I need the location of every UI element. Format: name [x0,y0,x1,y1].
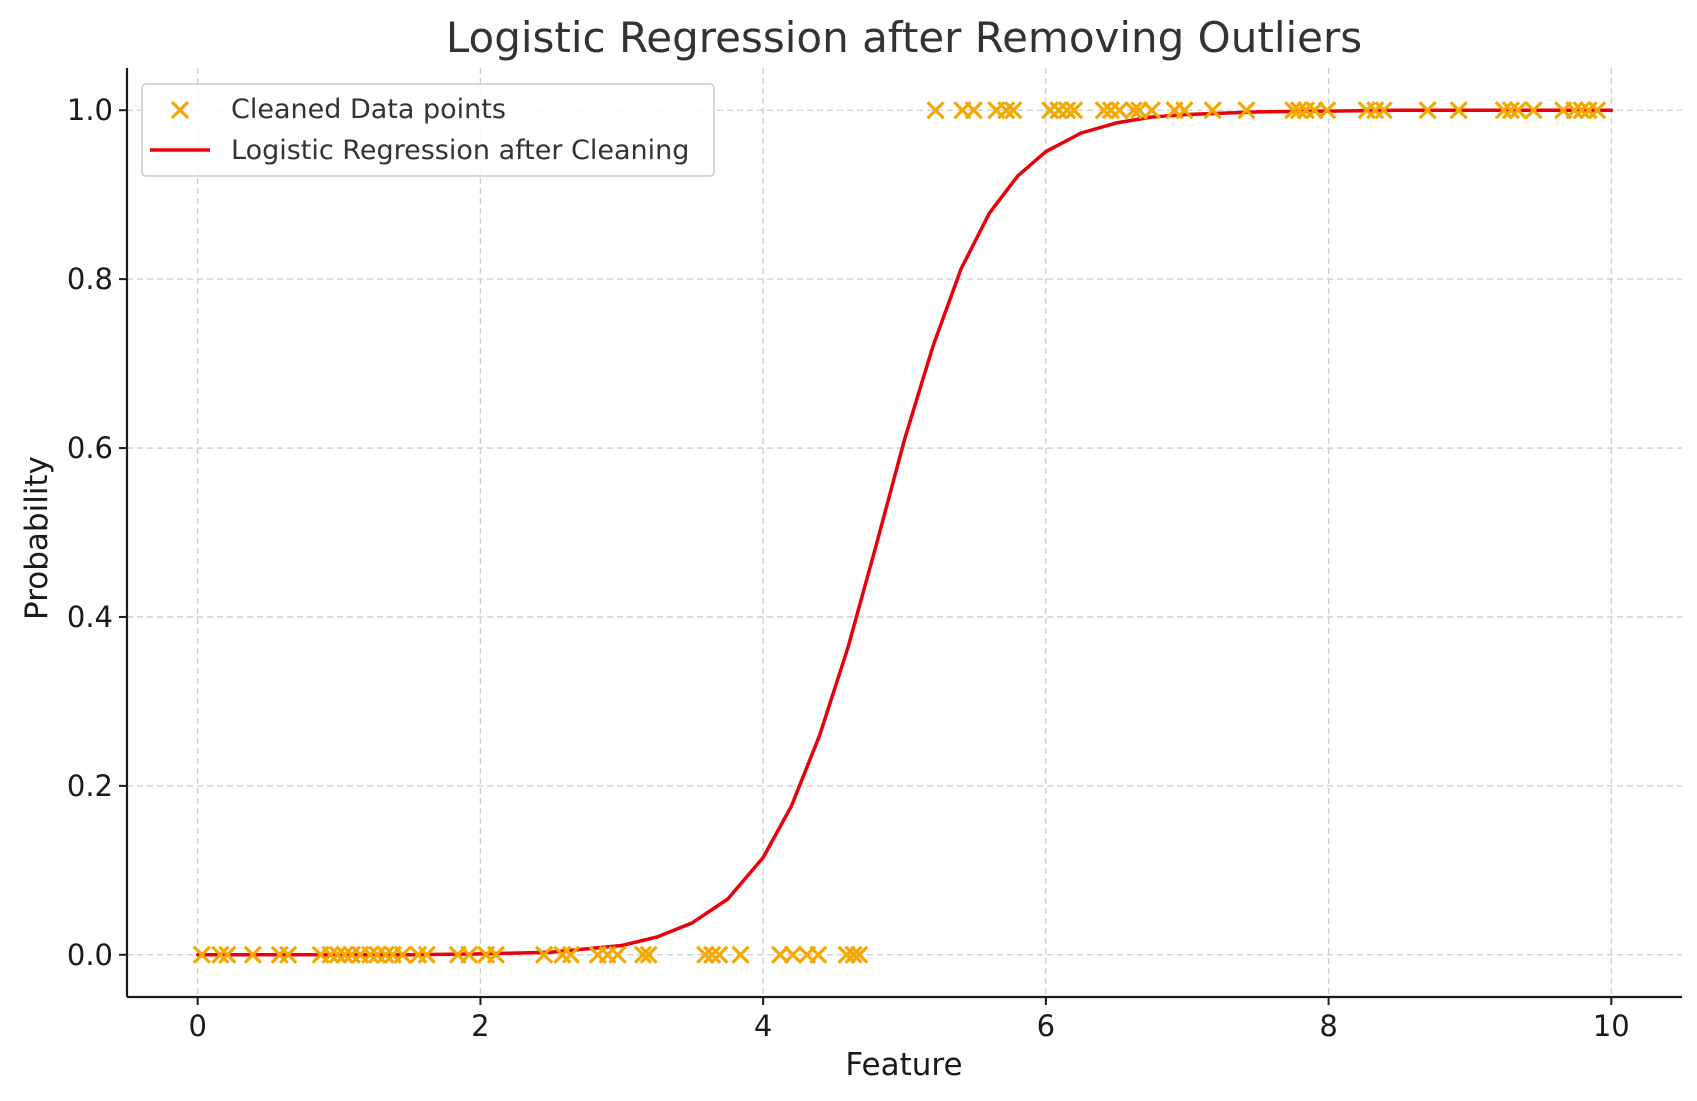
data-point-marker [211,945,230,964]
y-tick-label: 0.6 [67,431,113,465]
data-point-marker [1057,101,1077,120]
data-point-marker [783,945,802,964]
x-tick-label: 8 [1319,1009,1337,1043]
data-point-marker [243,945,262,964]
legend: Cleaned Data points Logistic Regression … [141,83,715,177]
data-point-marker [1588,101,1607,120]
legend-x-marker [170,100,190,120]
data-point-marker [850,945,869,964]
y-tick-label: 0.8 [67,262,113,296]
data-point-marker [1094,101,1113,120]
data-point-marker [731,945,750,964]
data-point-marker [633,945,653,964]
data-point-marker [1065,101,1084,120]
data-point-marker [393,945,412,964]
axis-ticks: 0 2 4 6 8 10 0.0 0.2 0.4 0.6 0.8 1.0 [67,93,1630,1043]
data-point-marker [1508,101,1528,120]
y-tick-label: 0.4 [67,600,113,634]
data-point-marker [561,945,581,964]
data-point-marker [710,945,729,964]
data-point-marker [1524,101,1543,120]
data-point-marker [926,101,945,120]
data-point-marker [703,945,722,964]
data-point-marker [1142,101,1162,120]
grid-lines [127,68,1682,997]
y-tick-label: 1.0 [67,93,113,127]
data-point-marker [534,945,554,964]
data-point-marker [844,945,863,964]
legend-box [141,83,715,177]
x-tick-label: 6 [1037,1009,1055,1043]
legend-label-scatter: Cleaned Data points [231,94,506,125]
legend-scatter-marker [170,100,190,120]
data-point-marker [1572,101,1591,120]
data-point-marker [335,945,354,964]
data-point-marker [486,945,506,964]
data-point-marker [964,101,983,120]
data-point-marker [608,945,627,964]
data-point-marker [459,945,479,964]
data-point-marker [1494,101,1514,120]
data-point-marker [1175,101,1194,120]
data-point-marker [328,945,347,964]
data-point-marker [1203,101,1222,120]
x-tick-label: 4 [754,1009,772,1043]
data-point-marker [321,945,340,964]
data-point-marker [639,945,658,964]
data-point-marker [218,945,237,964]
data-point-marker [1318,101,1337,120]
data-point-marker [279,945,298,964]
axes-spines [125,68,1682,999]
data-point-marker [1374,101,1393,120]
x-tick-label: 2 [471,1009,489,1043]
data-point-marker [1040,101,1060,120]
data-point-marker [376,945,395,964]
data-point-marker [696,945,715,964]
y-tick-label: 0.0 [67,938,113,972]
data-point-marker [1418,101,1437,120]
data-point-marker [1124,101,1143,120]
x-tick-label: 0 [188,1009,206,1043]
data-point-marker [1289,101,1309,120]
x-tick-label: 10 [1593,1009,1630,1043]
data-point-marker [1110,101,1129,120]
logistic-regression-curve [195,108,1614,957]
data-point-marker [192,945,212,964]
data-point-marker [1565,101,1584,120]
y-axis-label: Probability [19,456,55,620]
data-point-marker [361,945,380,964]
x-axis-label: Feature [845,1047,962,1083]
y-tick-label: 0.2 [67,769,113,803]
data-point-marker [997,101,1016,120]
logistic-curve-layer [195,108,1614,957]
legend-label-line: Logistic Regression after Cleaning [231,135,689,166]
data-points-layer [192,101,1607,964]
data-point-marker [417,945,436,964]
data-point-marker [1237,101,1256,120]
data-point-marker [1004,101,1023,120]
data-point-marker [1449,101,1468,120]
data-point-marker [1501,101,1521,120]
data-point-marker [809,945,828,964]
chart-title: Logistic Regression after Removing Outli… [446,13,1362,62]
